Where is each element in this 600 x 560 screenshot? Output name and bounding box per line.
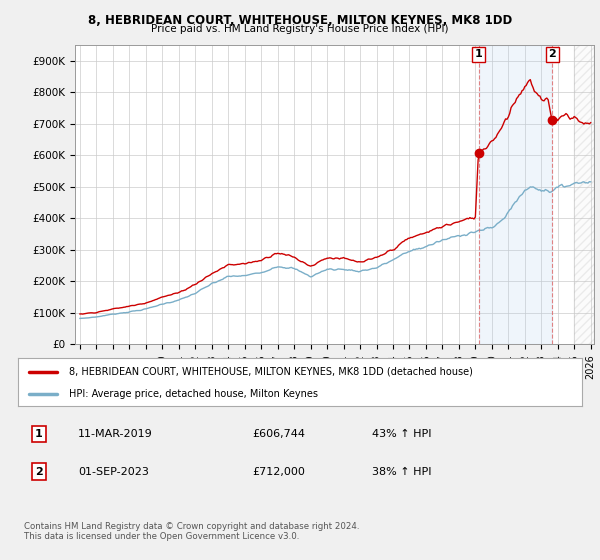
Text: 01-SEP-2023: 01-SEP-2023	[78, 466, 149, 477]
Text: 8, HEBRIDEAN COURT, WHITEHOUSE, MILTON KEYNES, MK8 1DD: 8, HEBRIDEAN COURT, WHITEHOUSE, MILTON K…	[88, 14, 512, 27]
Text: Price paid vs. HM Land Registry's House Price Index (HPI): Price paid vs. HM Land Registry's House …	[151, 24, 449, 34]
Text: 2: 2	[548, 49, 556, 59]
Bar	[479, 45, 553, 344]
Text: 43% ↑ HPI: 43% ↑ HPI	[372, 429, 431, 439]
Text: Contains HM Land Registry data © Crown copyright and database right 2024.
This d: Contains HM Land Registry data © Crown c…	[24, 522, 359, 542]
Bar	[574, 45, 594, 344]
Text: HPI: Average price, detached house, Milton Keynes: HPI: Average price, detached house, Milt…	[69, 389, 318, 399]
Text: 8, HEBRIDEAN COURT, WHITEHOUSE, MILTON KEYNES, MK8 1DD (detached house): 8, HEBRIDEAN COURT, WHITEHOUSE, MILTON K…	[69, 367, 473, 377]
Text: £606,744: £606,744	[252, 429, 305, 439]
Bar	[574, 45, 594, 344]
Text: 2: 2	[35, 466, 43, 477]
Text: 11-MAR-2019: 11-MAR-2019	[78, 429, 153, 439]
Text: 1: 1	[475, 49, 482, 59]
Text: 38% ↑ HPI: 38% ↑ HPI	[372, 466, 431, 477]
Text: 1: 1	[35, 429, 43, 439]
Text: £712,000: £712,000	[252, 466, 305, 477]
